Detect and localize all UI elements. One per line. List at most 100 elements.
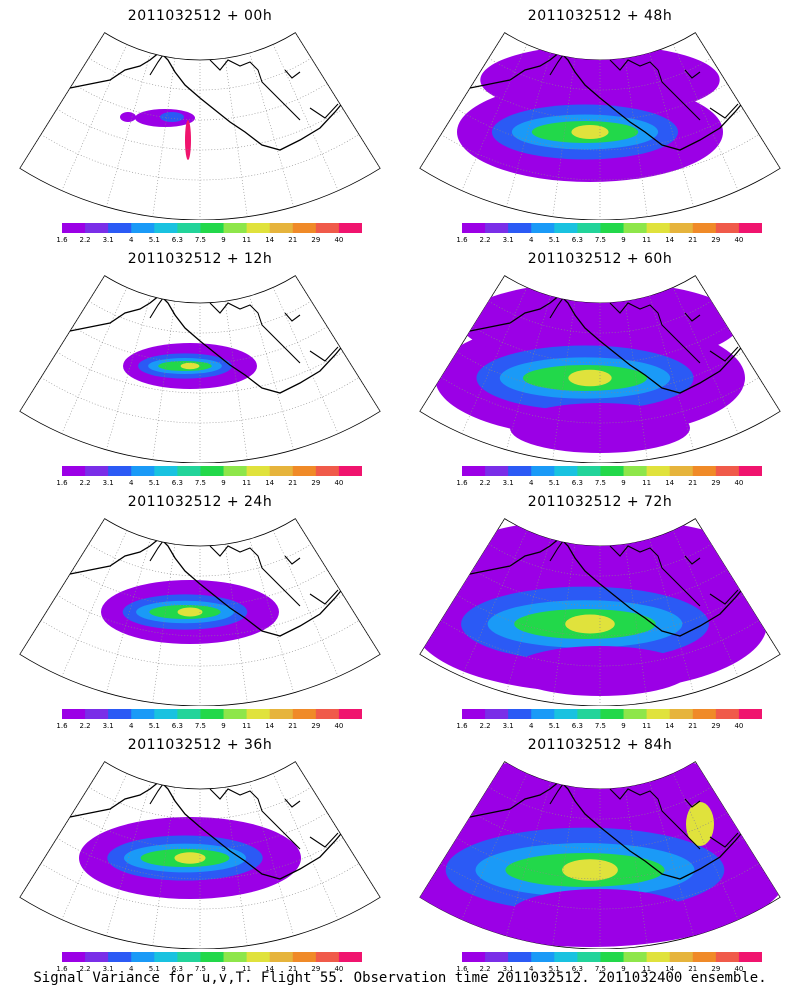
colorbar-swatch	[692, 709, 717, 719]
colorbar-label: 4	[128, 722, 134, 730]
colorbar-swatch	[623, 223, 648, 233]
colorbar	[62, 709, 362, 719]
parallel-line	[88, 786, 312, 820]
colorbar-labels: 1.6 2.2 3.1 4 5.1 6.3 7.5 9 11 14 21 29 40	[50, 236, 370, 246]
panel-title: 2011032512 + 24h	[127, 494, 273, 510]
colorbar-swatch	[131, 466, 155, 476]
colorbar-label: 3.1	[502, 722, 514, 730]
colorbar	[62, 223, 362, 233]
coastline	[149, 783, 339, 850]
colorbar-label: 14	[665, 722, 675, 730]
colorbar-label: 5.1	[548, 722, 560, 730]
colorbar-swatch	[177, 223, 201, 233]
colorbar-label: 6.3	[171, 965, 183, 973]
coastline	[549, 54, 739, 121]
panel-title: 2011032512 + 00h	[127, 8, 273, 24]
colorbar-label: 21	[688, 722, 698, 730]
parallel-line	[440, 620, 760, 667]
colorbar-swatch	[338, 709, 362, 719]
polar-map	[419, 518, 781, 706]
colorbar-swatch	[200, 709, 225, 719]
colorbar-swatch	[738, 466, 762, 476]
colorbar-swatch	[200, 952, 225, 962]
colorbar	[462, 223, 762, 233]
coastline	[29, 780, 356, 880]
colorbar-swatch	[108, 709, 132, 719]
panel-title: 2011032512 + 48h	[527, 8, 673, 24]
colorbar-label: 40	[334, 479, 344, 487]
colorbar-swatch	[646, 709, 671, 719]
colorbar-swatch	[154, 223, 178, 233]
colorbar-label: 5.1	[548, 965, 560, 973]
parallel-line	[56, 594, 344, 637]
parallel-line	[456, 351, 744, 394]
variance-contour	[510, 889, 690, 939]
panel-title: 2011032512 + 72h	[527, 494, 673, 510]
coastline	[549, 540, 739, 607]
colorbar-label: 21	[688, 236, 698, 244]
colorbar-label: 29	[711, 479, 721, 487]
forecast-panel: 2011032512 + 84h 1.6 2.2 3.1 4 5.1 6.3 7.5 9 11 14…	[400, 729, 800, 979]
colorbar-label: 5.1	[148, 479, 160, 487]
coastline	[149, 297, 339, 364]
colorbar-swatch	[531, 223, 555, 233]
colorbar-swatch	[669, 223, 694, 233]
variance-contour	[510, 403, 690, 453]
colorbar-label: 29	[711, 722, 721, 730]
parallel-line	[488, 300, 712, 334]
variance-contour	[571, 125, 609, 139]
colorbar-label: 29	[311, 965, 321, 973]
variance-contour	[686, 802, 714, 846]
colorbar-label: 29	[311, 722, 321, 730]
colorbar-label: 2.2	[79, 722, 91, 730]
variance-contour	[427, 335, 443, 351]
colorbar-swatch	[154, 466, 178, 476]
colorbar-swatch	[646, 952, 671, 962]
colorbar-label: 11	[242, 236, 252, 244]
colorbar-swatch	[623, 466, 648, 476]
colorbar-swatch	[715, 952, 740, 962]
colorbar-swatch	[85, 952, 109, 962]
colorbar-label: 11	[242, 965, 252, 973]
forecast-panel: 2011032512 + 72h 1.6 2.2 3.1 4 5.1 6.3 7.5 9 11 14…	[400, 486, 800, 736]
colorbar-swatch	[485, 223, 509, 233]
variance-contour	[440, 518, 760, 614]
parallel-line	[488, 786, 712, 820]
colorbar-swatch	[462, 223, 486, 233]
variance-contour	[185, 120, 191, 160]
colorbar-swatch	[177, 952, 201, 962]
forecast-panel: 2011032512 + 12h 1.6 2.2 3.1 4 5.1 6.3 7.5 9 11 14…	[0, 243, 400, 493]
colorbar-label: 5.1	[148, 236, 160, 244]
colorbar-swatch	[485, 952, 509, 962]
variance-contour	[27, 578, 43, 594]
polar-map	[419, 275, 781, 463]
coastline	[429, 780, 756, 880]
colorbar-label: 3.1	[102, 479, 114, 487]
variance-contour	[480, 45, 720, 115]
parallel-line	[440, 134, 760, 181]
colorbar-swatch	[62, 952, 86, 962]
colorbar-swatch	[462, 709, 486, 719]
colorbar-label: 3.1	[102, 236, 114, 244]
colorbar-swatch	[715, 709, 740, 719]
panel-title: 2011032512 + 84h	[527, 737, 673, 753]
polar-map	[419, 32, 781, 220]
colorbar-label: 4	[528, 722, 534, 730]
colorbar-label: 21	[288, 236, 298, 244]
colorbar-label: 1.6	[56, 236, 68, 244]
colorbar-label: 9	[221, 479, 226, 487]
colorbar-swatch	[131, 709, 155, 719]
colorbar-label: 7.5	[594, 479, 607, 487]
colorbar-label: 29	[711, 965, 721, 973]
parallel-line	[72, 569, 328, 607]
parallel-line	[40, 377, 360, 424]
variance-contour	[510, 646, 690, 696]
parallel-line	[40, 863, 360, 910]
colorbar-label: 21	[688, 965, 698, 973]
colorbar-label: 3.1	[102, 722, 114, 730]
colorbar-label: 29	[311, 479, 321, 487]
colorbar-swatch	[269, 466, 294, 476]
colorbar-swatch	[85, 466, 109, 476]
colorbar-label: 11	[642, 479, 652, 487]
variance-contour	[27, 97, 43, 113]
